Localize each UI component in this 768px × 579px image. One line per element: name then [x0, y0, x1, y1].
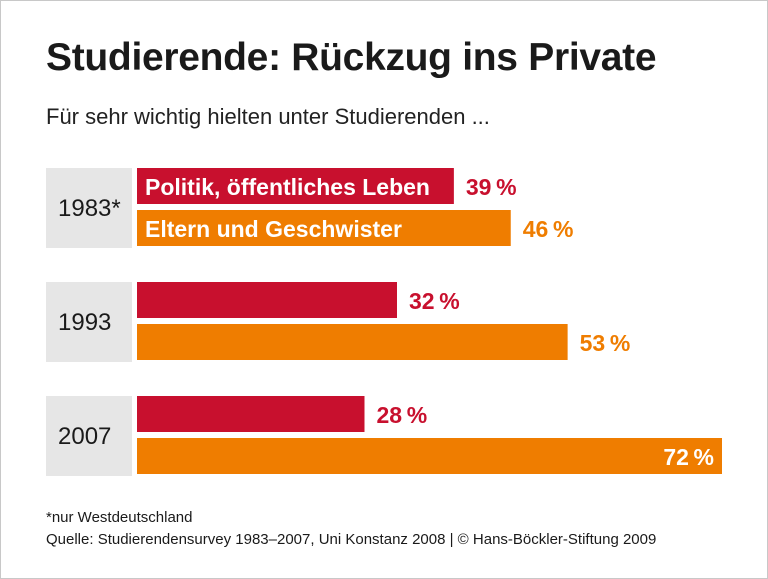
data-label: 28 % [377, 402, 428, 428]
source-note: Quelle: Studierendensurvey 1983–2007, Un… [46, 531, 657, 548]
year-label: 1983* [58, 195, 121, 222]
chart-subtitle: Für sehr wichtig hielten unter Studieren… [46, 104, 490, 129]
series-label: Politik, öffentliches Leben [145, 174, 430, 200]
year-label-box [46, 168, 132, 248]
bar-eltern [137, 210, 511, 246]
data-label: 46 % [523, 216, 574, 242]
data-label: 53 % [580, 330, 631, 356]
bar-eltern [137, 324, 568, 360]
data-label: 39 % [466, 174, 517, 200]
year-label: 2007 [58, 423, 111, 450]
series-label: Eltern und Geschwister [145, 216, 402, 242]
bar-politik [137, 396, 365, 432]
bar-politik [137, 168, 454, 204]
footnote: *nur Westdeutschland [46, 509, 193, 526]
bar-politik [137, 282, 397, 318]
data-label: 72 % [663, 444, 714, 470]
year-label: 1993 [58, 309, 111, 336]
year-label-box [46, 396, 132, 476]
year-label-box [46, 282, 132, 362]
data-label: 32 % [409, 288, 460, 314]
chart-title: Studierende: Rückzug ins Private [46, 36, 657, 79]
bar-eltern [137, 438, 722, 474]
